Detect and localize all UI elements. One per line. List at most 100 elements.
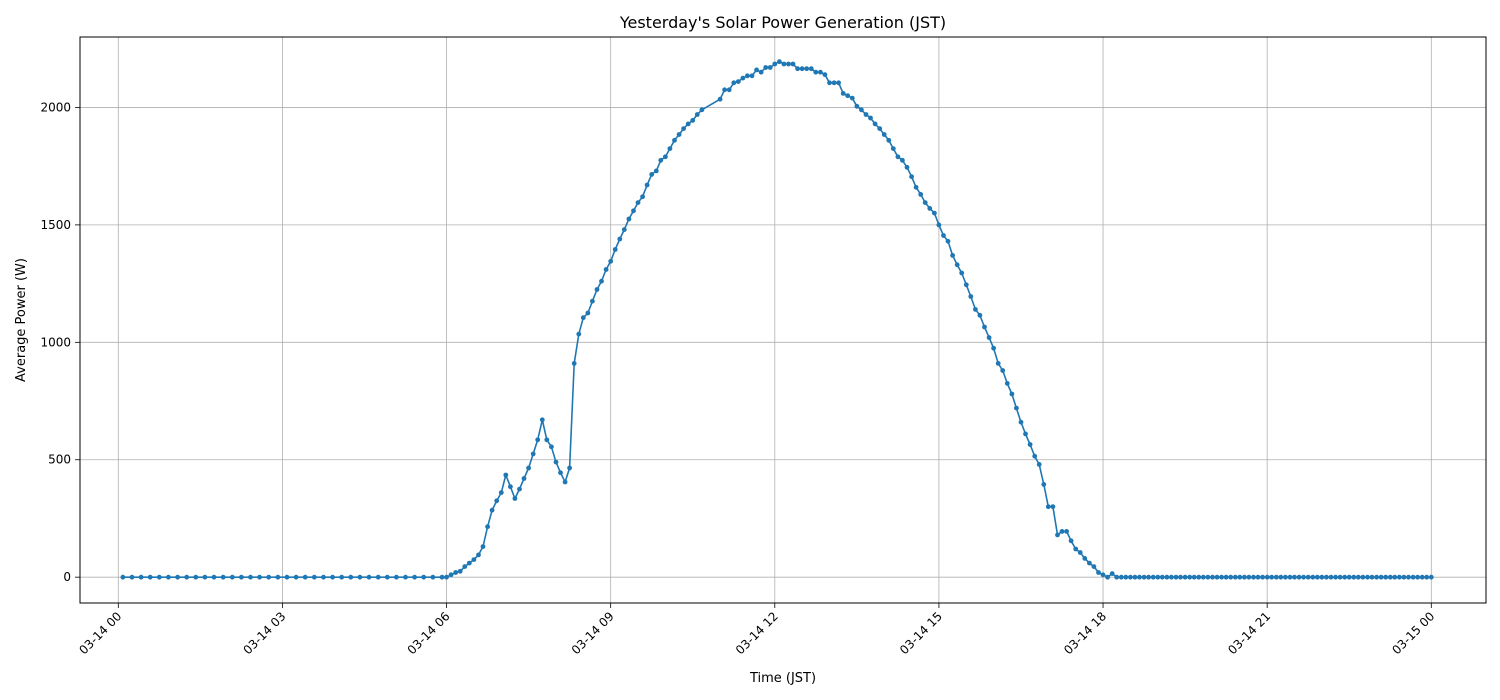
data-point (717, 96, 723, 102)
data-point (211, 574, 217, 580)
data-point (840, 91, 846, 96)
data-point (1159, 574, 1165, 580)
y-tick-label: 1500 (40, 218, 71, 232)
data-point (175, 574, 181, 580)
data-point (498, 490, 504, 495)
data-point (913, 184, 919, 190)
data-point (1419, 574, 1425, 580)
data-point (1036, 462, 1042, 467)
data-point (275, 574, 281, 580)
data-point (311, 574, 317, 580)
data-point (521, 476, 527, 481)
data-point (1027, 442, 1033, 447)
data-point (854, 103, 860, 109)
data-point (1223, 574, 1229, 580)
data-point (1178, 574, 1183, 580)
data-point (973, 307, 978, 312)
data-point (1105, 574, 1110, 580)
chart-title: Yesterday's Solar Power Generation (JST) (619, 13, 946, 32)
data-point (658, 157, 664, 163)
data-point (599, 278, 604, 284)
data-point (849, 95, 855, 101)
data-point (735, 79, 741, 84)
y-tick-label: 500 (48, 453, 71, 467)
data-point (772, 61, 778, 67)
data-point (476, 552, 481, 558)
data-point (927, 206, 933, 211)
data-point (922, 200, 928, 206)
data-point (1392, 574, 1398, 580)
data-point (1255, 574, 1261, 580)
data-point (156, 574, 162, 580)
data-point (754, 67, 759, 73)
data-point (1023, 431, 1028, 437)
data-point (448, 572, 454, 578)
data-point (900, 157, 905, 163)
data-point (726, 87, 732, 93)
data-point (266, 574, 272, 580)
data-point (977, 312, 983, 318)
data-point (745, 73, 750, 79)
data-point (986, 335, 992, 340)
data-point (991, 345, 996, 351)
data-point (932, 210, 937, 216)
data-point (193, 574, 199, 580)
data-point (444, 574, 449, 580)
data-point (1191, 574, 1197, 580)
data-point (877, 126, 883, 131)
data-point (749, 73, 755, 79)
data-point (1273, 574, 1279, 580)
data-point (1210, 574, 1215, 580)
data-point (1232, 574, 1238, 580)
data-point (1018, 419, 1024, 425)
data-point (220, 574, 226, 580)
data-point (699, 107, 705, 113)
data-point (508, 484, 513, 490)
data-point (1305, 574, 1311, 580)
data-point (412, 574, 417, 580)
data-point (690, 118, 696, 123)
data-point (1141, 574, 1147, 580)
data-point (1150, 574, 1156, 580)
data-point (403, 574, 408, 580)
data-point (831, 80, 837, 86)
data-point (822, 72, 828, 77)
data-point (202, 574, 208, 580)
data-point (1269, 574, 1275, 580)
data-point (339, 574, 345, 580)
data-point (1132, 574, 1138, 580)
data-point (863, 112, 869, 117)
data-point (676, 132, 682, 137)
y-axis-ticks: 0 500 1000 1500 2000 (40, 100, 80, 584)
data-point (895, 154, 901, 160)
data-point (872, 121, 878, 127)
data-point (1123, 574, 1129, 580)
data-point (1360, 574, 1366, 580)
data-point (1278, 574, 1284, 580)
data-point (439, 574, 445, 580)
data-point (982, 324, 987, 330)
data-point (1351, 574, 1357, 580)
data-point (681, 126, 686, 131)
data-point (421, 574, 427, 580)
data-point (663, 154, 668, 160)
data-point (1410, 574, 1416, 580)
data-point (384, 574, 390, 580)
data-point (375, 574, 381, 580)
data-point (539, 417, 545, 423)
data-point (1296, 574, 1302, 580)
plot-area-frame (79, 36, 1487, 604)
data-point (1050, 504, 1056, 510)
data-point (1082, 556, 1088, 561)
data-point (239, 574, 244, 580)
data-point (1064, 529, 1069, 534)
data-point (1387, 574, 1393, 580)
data-point (795, 66, 800, 72)
data-point (827, 80, 832, 86)
data-point (909, 174, 914, 180)
data-point (1324, 574, 1329, 580)
data-point (576, 331, 582, 337)
data-point (1378, 574, 1384, 580)
data-point (1237, 574, 1243, 580)
data-point (284, 574, 290, 580)
